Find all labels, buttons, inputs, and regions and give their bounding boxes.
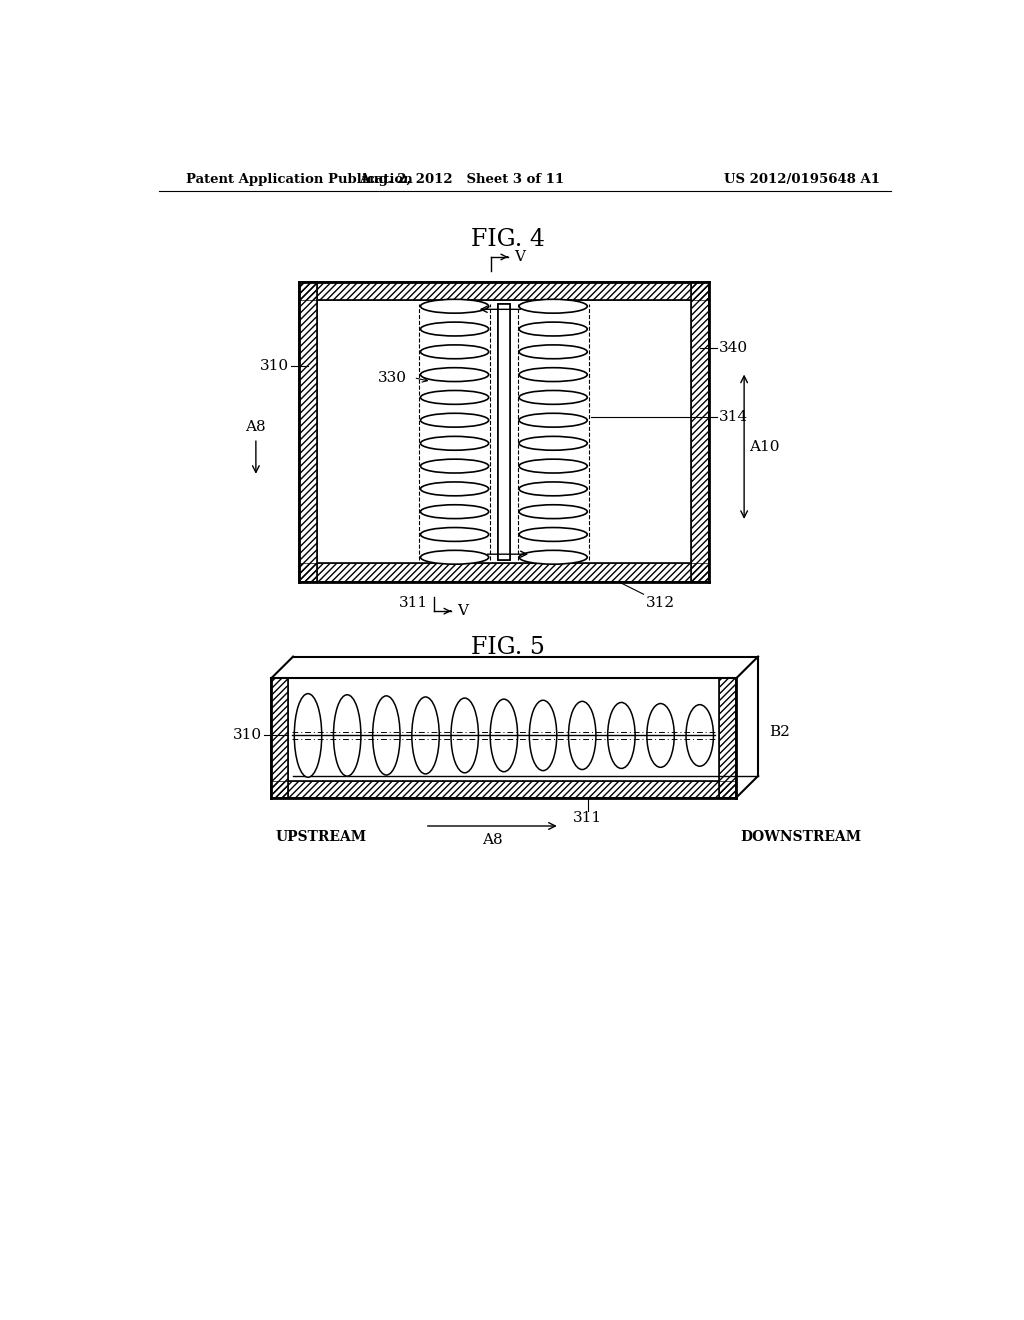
Ellipse shape — [519, 482, 588, 496]
Text: 310: 310 — [260, 359, 289, 372]
Bar — [271, 678, 289, 797]
Ellipse shape — [451, 698, 478, 772]
Text: FIG. 5: FIG. 5 — [471, 636, 545, 659]
Bar — [299, 564, 710, 582]
Text: 314: 314 — [719, 409, 748, 424]
Ellipse shape — [607, 702, 635, 768]
Bar — [299, 281, 317, 582]
Ellipse shape — [519, 437, 588, 450]
Ellipse shape — [568, 701, 596, 770]
Ellipse shape — [421, 528, 488, 541]
Text: US 2012/0195648 A1: US 2012/0195648 A1 — [724, 173, 881, 186]
Ellipse shape — [421, 368, 488, 381]
Bar — [690, 281, 710, 582]
Ellipse shape — [412, 697, 439, 774]
Ellipse shape — [647, 704, 674, 767]
Text: 330: 330 — [378, 371, 407, 384]
Bar — [719, 678, 736, 797]
Text: V: V — [514, 249, 525, 264]
Text: B2: B2 — [769, 725, 790, 739]
Bar — [299, 281, 710, 300]
Ellipse shape — [294, 694, 322, 777]
Ellipse shape — [421, 413, 488, 428]
Bar — [271, 678, 289, 797]
Text: DOWNSTREAM: DOWNSTREAM — [740, 830, 861, 843]
Text: 340: 340 — [719, 341, 748, 355]
Ellipse shape — [519, 345, 588, 359]
Bar — [498, 304, 510, 560]
Text: UPSTREAM: UPSTREAM — [275, 830, 367, 843]
Ellipse shape — [519, 504, 588, 519]
Bar — [719, 678, 736, 797]
Ellipse shape — [490, 700, 517, 772]
Text: V: V — [457, 605, 468, 618]
Ellipse shape — [519, 459, 588, 473]
Bar — [299, 281, 317, 582]
Ellipse shape — [519, 528, 588, 541]
Bar — [317, 300, 690, 564]
Text: Aug. 2, 2012   Sheet 3 of 11: Aug. 2, 2012 Sheet 3 of 11 — [358, 173, 564, 186]
Ellipse shape — [686, 705, 714, 766]
Ellipse shape — [529, 700, 557, 771]
Ellipse shape — [421, 550, 488, 564]
Text: 311: 311 — [573, 812, 602, 825]
Text: A8: A8 — [246, 420, 266, 434]
Ellipse shape — [519, 391, 588, 404]
Bar — [299, 281, 710, 300]
Ellipse shape — [373, 696, 400, 775]
Ellipse shape — [519, 413, 588, 428]
Ellipse shape — [421, 345, 488, 359]
Bar — [271, 780, 736, 797]
Ellipse shape — [519, 368, 588, 381]
Ellipse shape — [519, 300, 588, 313]
Ellipse shape — [519, 550, 588, 564]
Bar — [299, 564, 710, 582]
Ellipse shape — [421, 482, 488, 496]
Ellipse shape — [421, 437, 488, 450]
Bar — [690, 281, 710, 582]
Ellipse shape — [421, 391, 488, 404]
Ellipse shape — [421, 300, 488, 313]
Ellipse shape — [421, 459, 488, 473]
Ellipse shape — [421, 322, 488, 337]
Text: A8: A8 — [482, 833, 503, 847]
Ellipse shape — [519, 322, 588, 337]
Text: 310: 310 — [232, 729, 262, 742]
Text: A10: A10 — [749, 440, 779, 454]
Text: 311: 311 — [399, 595, 428, 610]
Bar — [498, 304, 510, 560]
Ellipse shape — [334, 694, 360, 776]
Bar — [271, 780, 736, 797]
Text: 312: 312 — [645, 595, 675, 610]
Text: FIG. 4: FIG. 4 — [471, 228, 545, 251]
Text: Patent Application Publication: Patent Application Publication — [186, 173, 413, 186]
Ellipse shape — [421, 504, 488, 519]
